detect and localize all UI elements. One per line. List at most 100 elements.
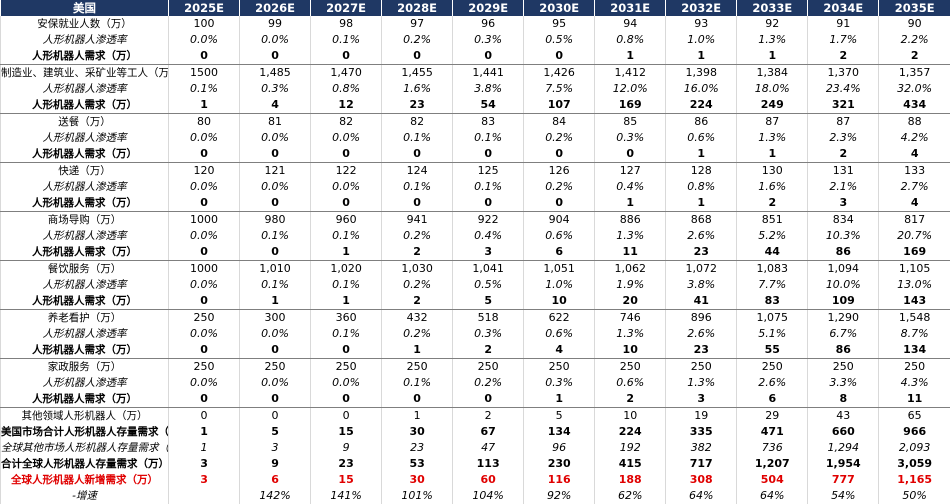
value-cell: 8.7% bbox=[878, 326, 950, 342]
value-cell: 360 bbox=[310, 309, 382, 326]
row-label: 人形机器人需求（万） bbox=[0, 244, 169, 261]
value-cell: 0.0% bbox=[239, 130, 311, 146]
value-cell: 91 bbox=[807, 16, 879, 32]
table-row: 人形机器人需求（万） 1 4 12 23 54 107 169 224 249 321 434 bbox=[0, 97, 950, 114]
row-label: 快递（万） bbox=[0, 162, 169, 179]
value-cell: 0.1% bbox=[310, 228, 382, 244]
value-cell: 9 bbox=[239, 456, 311, 472]
value-cell: 29 bbox=[736, 407, 808, 424]
row-label: 人形机器人渗透率 bbox=[0, 130, 169, 146]
value-cell: 0 bbox=[167, 391, 240, 408]
value-cell: 142% bbox=[239, 488, 311, 504]
value-cell: 15 bbox=[310, 472, 382, 488]
value-cell: 0.8% bbox=[665, 179, 737, 195]
value-cell: 4.2% bbox=[878, 130, 950, 146]
value-cell: 47 bbox=[452, 440, 524, 456]
value-cell: 335 bbox=[665, 424, 737, 440]
value-cell: 11 bbox=[878, 391, 950, 408]
value-cell: 113 bbox=[452, 456, 524, 472]
value-cell: 0 bbox=[167, 195, 240, 212]
value-cell: 1,398 bbox=[665, 64, 737, 81]
value-cell: 6 bbox=[239, 472, 311, 488]
value-cell: 0 bbox=[167, 146, 240, 163]
value-cell: 0.3% bbox=[594, 130, 666, 146]
value-cell: 2 bbox=[807, 146, 879, 163]
row-label: 人形机器人渗透率 bbox=[0, 326, 169, 342]
value-cell: 736 bbox=[736, 440, 808, 456]
value-cell: 0 bbox=[523, 146, 595, 163]
value-cell: 471 bbox=[736, 424, 808, 440]
value-cell: 0 bbox=[310, 391, 382, 408]
value-cell: 0 bbox=[381, 391, 453, 408]
value-cell: 1,954 bbox=[807, 456, 879, 472]
value-cell: 0 bbox=[167, 244, 240, 261]
value-cell: 130 bbox=[736, 162, 808, 179]
year-header: 2033E bbox=[736, 0, 808, 16]
value-cell: 1 bbox=[736, 146, 808, 163]
year-header: 2034E bbox=[807, 0, 879, 16]
value-cell: 3 bbox=[167, 472, 240, 488]
value-cell: 0.1% bbox=[167, 81, 240, 97]
value-cell: 43 bbox=[807, 407, 879, 424]
table-row: 送餐（万） 80 81 82 82 83 84 85 86 87 87 88 bbox=[0, 113, 950, 130]
value-cell: 250 bbox=[239, 358, 311, 375]
value-cell: 0.1% bbox=[381, 179, 453, 195]
table-row: 人形机器人渗透率 0.0% 0.0% 0.1% 0.2% 0.3% 0.5% 0.8% 1.0%… bbox=[0, 32, 950, 48]
value-cell: 1.3% bbox=[736, 32, 808, 48]
value-cell: 1 bbox=[665, 48, 737, 65]
value-cell: 109 bbox=[807, 293, 879, 310]
value-cell: 777 bbox=[807, 472, 879, 488]
value-cell: 0 bbox=[452, 391, 524, 408]
value-cell: 126 bbox=[523, 162, 595, 179]
value-cell: 250 bbox=[452, 358, 524, 375]
value-cell: 2.2% bbox=[878, 32, 950, 48]
value-cell: 0.3% bbox=[239, 81, 311, 97]
value-cell: 1.3% bbox=[594, 228, 666, 244]
value-cell: 4.3% bbox=[878, 375, 950, 391]
value-cell: 415 bbox=[594, 456, 666, 472]
value-cell: 192 bbox=[594, 440, 666, 456]
value-cell: 922 bbox=[452, 211, 524, 228]
row-label: 人形机器人需求（万） bbox=[0, 293, 169, 310]
value-cell: 5.2% bbox=[736, 228, 808, 244]
table-row: -增速 142% 141% 101% 104% 92% 62% 64% 64% 54% 50% bbox=[0, 488, 950, 504]
value-cell: 120 bbox=[167, 162, 240, 179]
value-cell: 1,083 bbox=[736, 260, 808, 277]
value-cell: 0.1% bbox=[310, 326, 382, 342]
value-cell: 3 bbox=[167, 456, 240, 472]
value-cell: 107 bbox=[523, 97, 595, 114]
value-cell: 382 bbox=[665, 440, 737, 456]
value-cell: 82 bbox=[310, 113, 382, 130]
table-row: 人形机器人渗透率 0.0% 0.0% 0.1% 0.2% 0.3% 0.6% 1.3% 2.6%… bbox=[0, 326, 950, 342]
value-cell: 54 bbox=[452, 97, 524, 114]
value-cell: 92 bbox=[736, 16, 808, 32]
value-cell: 23 bbox=[381, 97, 453, 114]
value-cell: 93 bbox=[665, 16, 737, 32]
table-row: 人形机器人需求（万） 0 1 1 2 5 10 20 41 83 109 143 bbox=[0, 293, 950, 310]
value-cell: 0.2% bbox=[381, 326, 453, 342]
value-cell: 0 bbox=[239, 195, 311, 212]
value-cell: 19 bbox=[665, 407, 737, 424]
value-cell: 0.2% bbox=[381, 277, 453, 293]
table-row: 人形机器人需求（万） 0 0 0 1 2 4 10 23 55 86 134 bbox=[0, 342, 950, 359]
value-cell: 3 bbox=[665, 391, 737, 408]
value-cell: 86 bbox=[807, 342, 879, 359]
value-cell: 87 bbox=[736, 113, 808, 130]
value-cell: 121 bbox=[239, 162, 311, 179]
value-cell: 10.3% bbox=[807, 228, 879, 244]
value-cell: 1,207 bbox=[736, 456, 808, 472]
value-cell: 432 bbox=[381, 309, 453, 326]
value-cell: 2 bbox=[381, 293, 453, 310]
value-cell: 1 bbox=[381, 342, 453, 359]
row-label: 送餐（万） bbox=[0, 113, 169, 130]
value-cell: 0.0% bbox=[239, 375, 311, 391]
value-cell: 0.2% bbox=[523, 130, 595, 146]
value-cell: 104% bbox=[452, 488, 524, 504]
year-header: 2028E bbox=[381, 0, 453, 16]
value-cell: 99 bbox=[239, 16, 311, 32]
value-cell: 100 bbox=[167, 16, 240, 32]
value-cell: 0.2% bbox=[452, 375, 524, 391]
value-cell: 1,075 bbox=[736, 309, 808, 326]
value-cell: 2 bbox=[594, 391, 666, 408]
